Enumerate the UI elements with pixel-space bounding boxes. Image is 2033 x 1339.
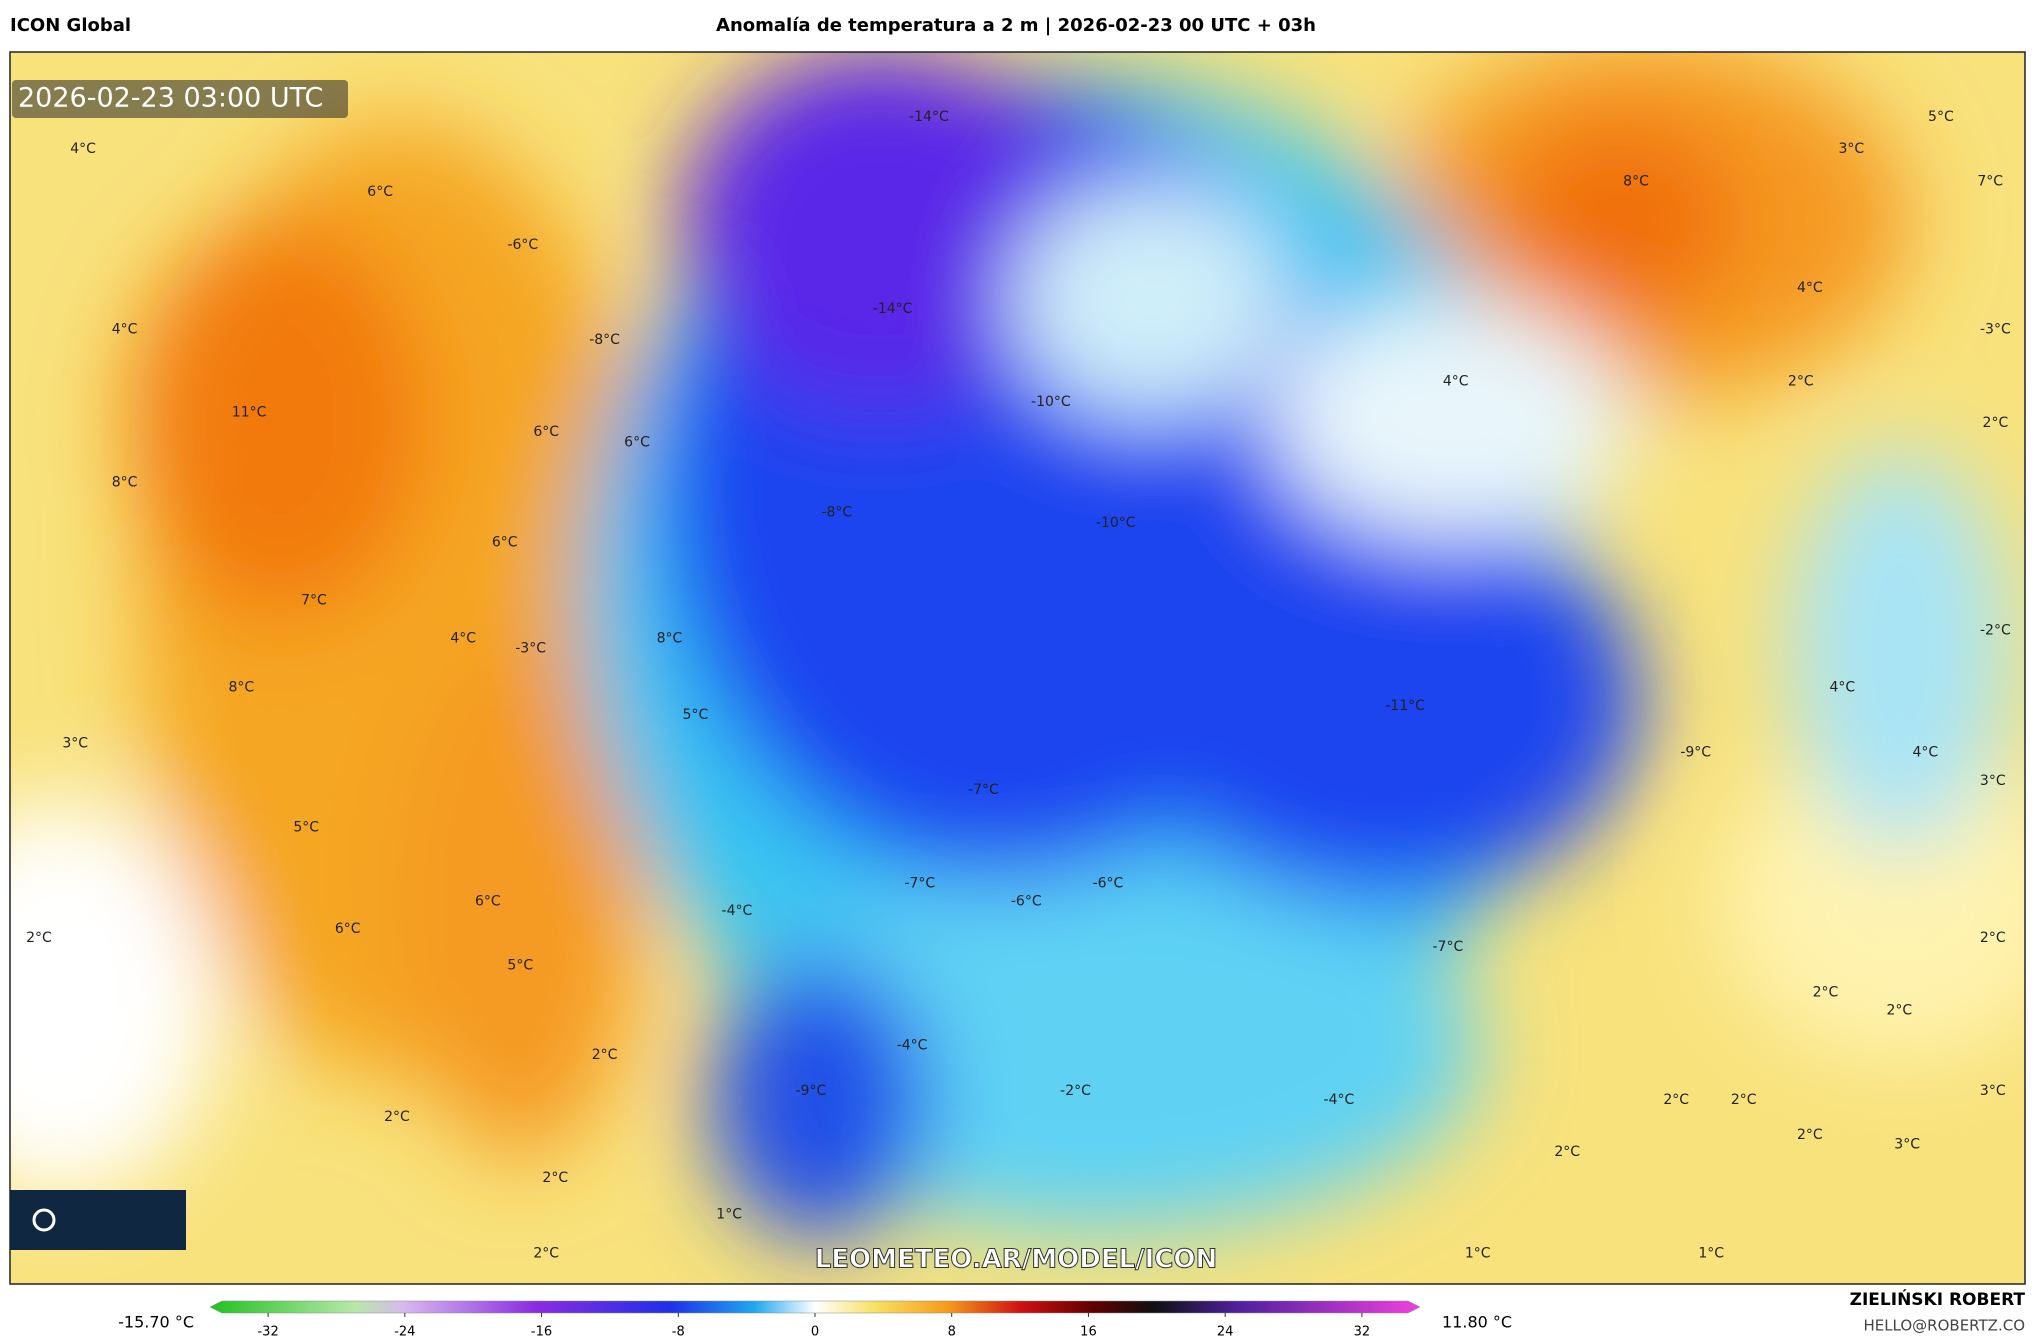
contour-label: 5°C — [683, 707, 709, 723]
contour-label: 1°C — [1698, 1245, 1724, 1261]
contour-label: 2°C — [542, 1170, 568, 1186]
contour-label: 2°C — [1788, 373, 1814, 389]
contour-label: -8°C — [821, 504, 852, 520]
colorbar-tick-label: 16 — [1080, 1325, 1097, 1339]
contour-label: -8°C — [589, 332, 620, 348]
logo-box — [10, 1190, 186, 1250]
contour-label: -2°C — [1980, 623, 2011, 639]
contour-label: 4°C — [450, 630, 476, 646]
colorbar-max: 11.80 °C — [1442, 1313, 1512, 1332]
contour-label: -7°C — [1433, 939, 1464, 955]
contour-label: 6°C — [367, 184, 393, 200]
contour-label: 11°C — [232, 405, 267, 421]
contour-label: 7°C — [1977, 174, 2003, 190]
colorbar — [209, 1300, 1421, 1314]
contour-label: -6°C — [507, 237, 538, 253]
contour-label: -7°C — [968, 782, 999, 798]
colorbar-tick-label: -16 — [531, 1325, 552, 1339]
contour-label: 2°C — [384, 1109, 410, 1125]
contour-label: 2°C — [1887, 1003, 1913, 1019]
contour-label: 4°C — [1443, 373, 1469, 389]
temperature-field — [10, 52, 2025, 1284]
colorbar-tick-label: -8 — [672, 1325, 685, 1339]
logo-icon — [32, 1208, 56, 1232]
colorbar-tick-label: 32 — [1354, 1325, 1371, 1339]
contour-label: 2°C — [1554, 1144, 1580, 1160]
colorbar-min: -15.70 °C — [118, 1313, 194, 1332]
model-name: ICON Global — [10, 15, 131, 36]
contour-label: 2°C — [1980, 930, 2006, 946]
contour-label: -3°C — [1980, 322, 2011, 338]
contour-label: -2°C — [1060, 1083, 1091, 1099]
contour-label: 3°C — [1839, 141, 1865, 157]
contour-label: 3°C — [1980, 773, 2006, 789]
contour-label: 4°C — [1912, 744, 1938, 760]
contour-label: -9°C — [795, 1083, 826, 1099]
timestamp-box — [12, 80, 348, 118]
map-frame — [9, 51, 2026, 1285]
contour-label: 2°C — [1797, 1127, 1823, 1143]
credit-email: HELLO@ROBERTZ.CO — [1863, 1317, 2025, 1335]
contour-label: 6°C — [492, 534, 518, 550]
contour-label: -14°C — [873, 301, 913, 317]
contour-label: 3°C — [1894, 1136, 1920, 1152]
contour-label: -4°C — [897, 1038, 928, 1054]
contour-label: -10°C — [1031, 394, 1071, 410]
contour-label: 8°C — [657, 630, 683, 646]
contour-label: 5°C — [1928, 109, 1954, 125]
contour-label: 2°C — [1813, 984, 1839, 1000]
contour-label: 3°C — [1980, 1083, 2006, 1099]
colorbar-tick-label: -32 — [257, 1325, 278, 1339]
contour-label: 4°C — [70, 141, 96, 157]
contour-label: 8°C — [112, 475, 138, 491]
contour-label: 5°C — [293, 820, 319, 836]
contour-label: 2°C — [1983, 415, 2009, 431]
contour-label: 4°C — [1829, 680, 1855, 696]
contour-label: 6°C — [335, 921, 361, 937]
contour-label: 7°C — [301, 593, 327, 609]
contour-label: 5°C — [507, 957, 533, 973]
contour-label: 1°C — [716, 1206, 742, 1222]
contour-label: 4°C — [112, 322, 138, 338]
contour-label: 2°C — [1663, 1092, 1689, 1108]
contour-label: 6°C — [624, 434, 650, 450]
contour-label: 2°C — [592, 1047, 618, 1063]
contour-label: -3°C — [515, 641, 546, 657]
contour-label: 8°C — [228, 680, 254, 696]
contour-label: -14°C — [909, 109, 949, 125]
colorbar-tick-label: 0 — [811, 1325, 819, 1339]
contour-label: -9°C — [1680, 744, 1711, 760]
colorbar-tick-label: 8 — [948, 1325, 956, 1339]
contour-label: 2°C — [533, 1245, 559, 1261]
contour-label: -11°C — [1385, 698, 1425, 714]
contour-label: -4°C — [722, 903, 753, 919]
contour-label: -10°C — [1096, 515, 1136, 531]
colorbar-tick-label: -24 — [394, 1325, 415, 1339]
contour-label: -4°C — [1324, 1092, 1355, 1108]
contour-label: 6°C — [475, 894, 501, 910]
contour-label: 2°C — [26, 930, 52, 946]
contour-label: -7°C — [904, 876, 935, 892]
contour-label: -6°C — [1093, 876, 1124, 892]
credit-name: ZIELIŃSKI ROBERT — [1850, 1288, 2026, 1310]
contour-label: 4°C — [1797, 280, 1823, 296]
contour-label: -6°C — [1011, 894, 1042, 910]
title: Anomalía de temperatura a 2 m | 2026-02-… — [716, 15, 1316, 36]
contour-label: 8°C — [1623, 174, 1649, 190]
watermark: LEOMETEO.AR/MODEL/ICON — [815, 1245, 1218, 1275]
contour-label: 2°C — [1731, 1092, 1757, 1108]
contour-label: 1°C — [1465, 1245, 1491, 1261]
colorbar-tick-label: 24 — [1217, 1325, 1234, 1339]
contour-label: 3°C — [62, 735, 88, 751]
timestamp: 2026-02-23 03:00 UTC — [18, 83, 323, 114]
contour-label: 6°C — [533, 424, 559, 440]
